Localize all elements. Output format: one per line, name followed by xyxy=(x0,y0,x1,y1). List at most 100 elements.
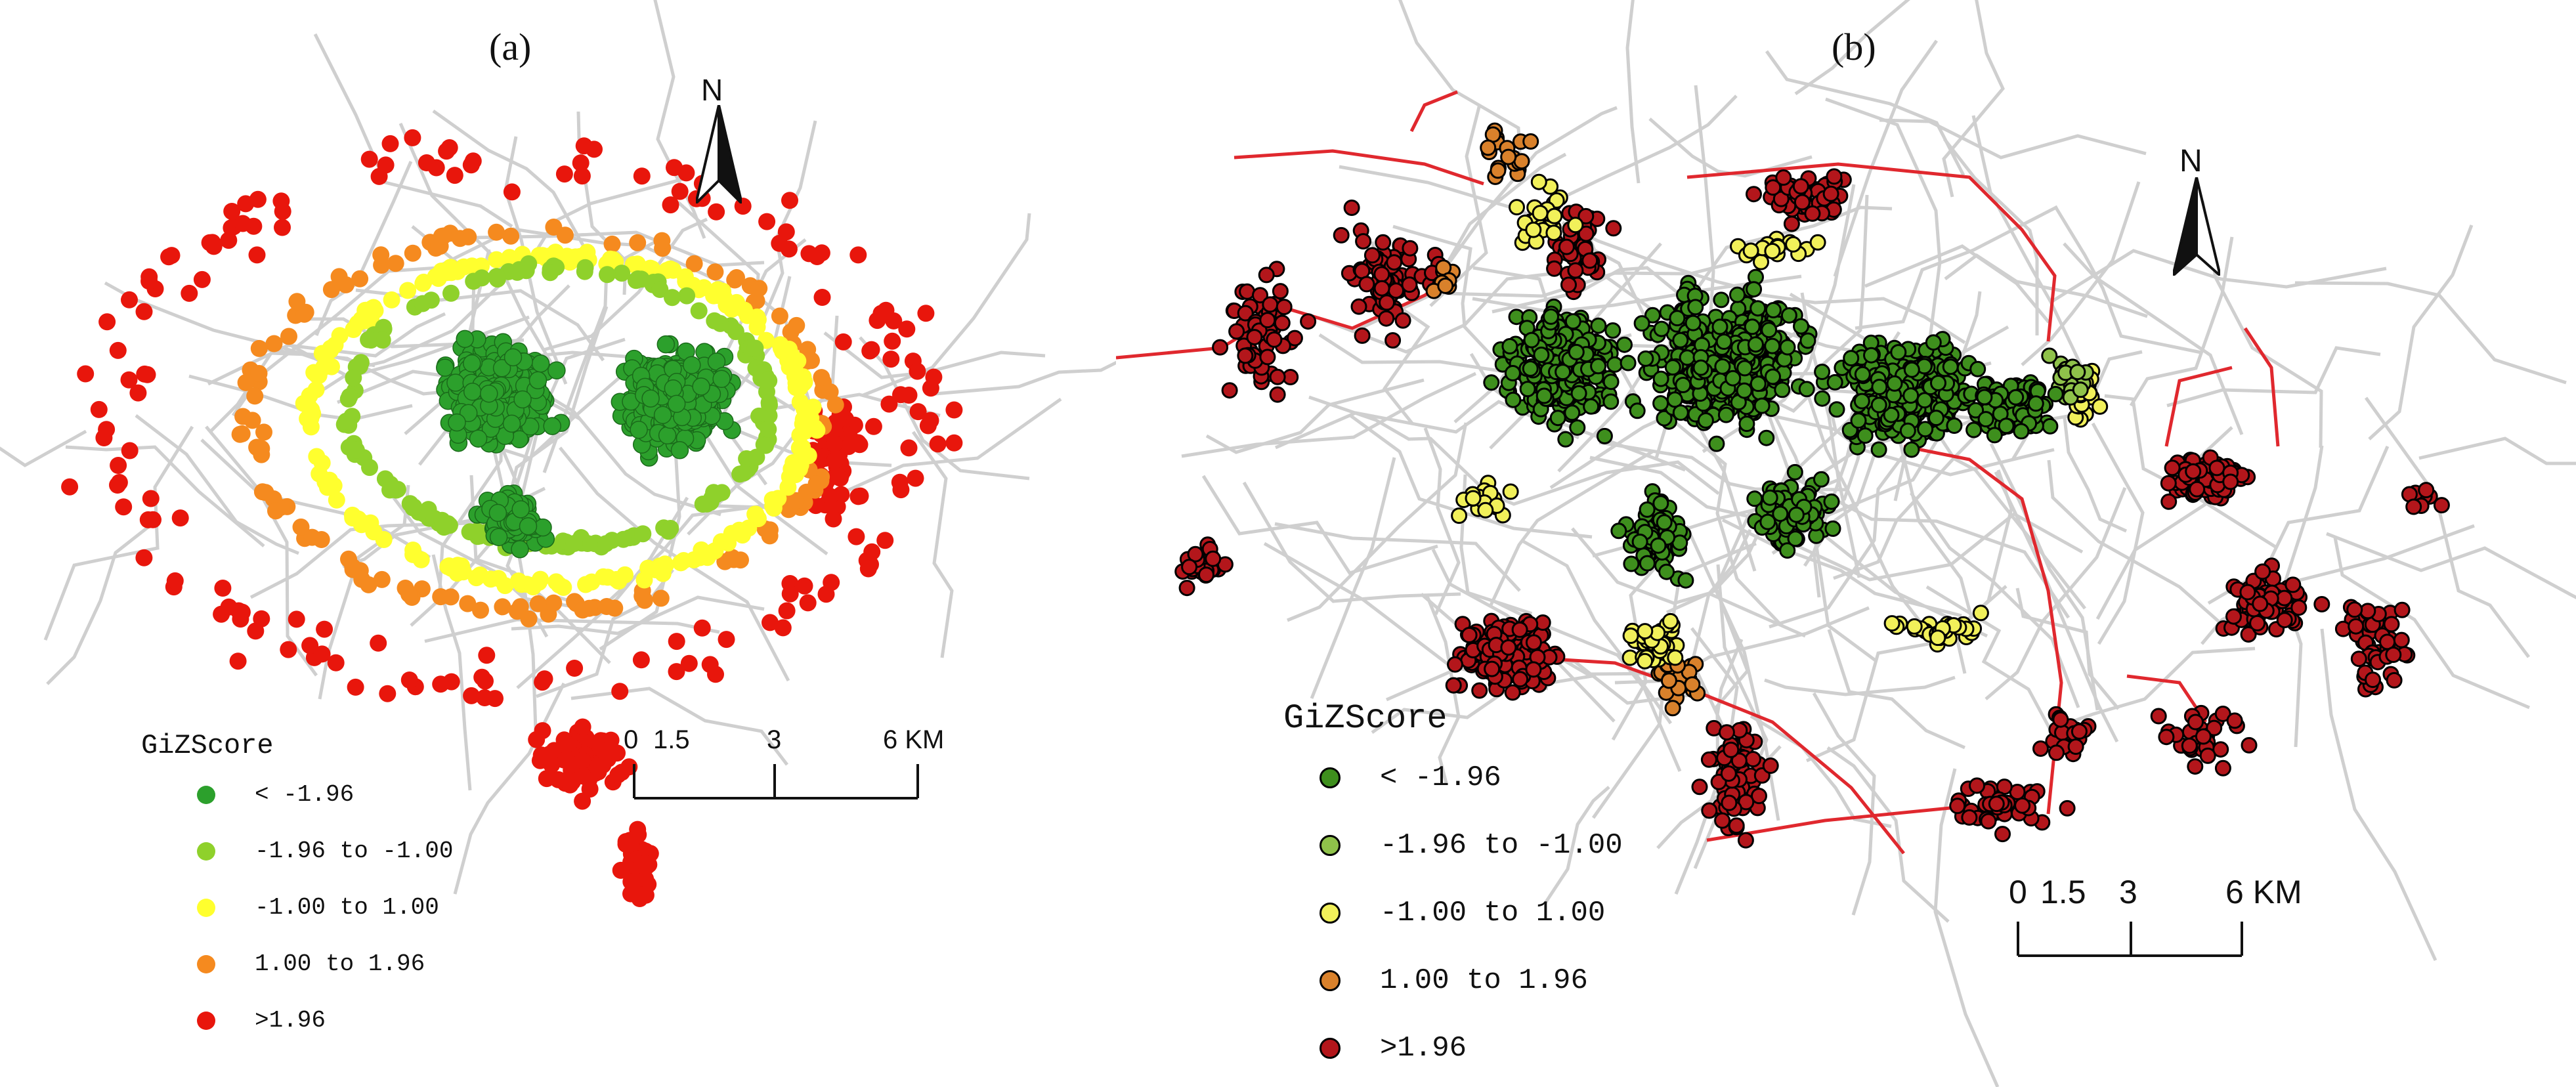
hotspot-point xyxy=(1714,358,1731,375)
road xyxy=(1795,477,2071,619)
hotspot-point xyxy=(438,142,456,160)
road xyxy=(1625,0,1641,184)
hotspot-point xyxy=(121,291,138,309)
hotspot-point xyxy=(1237,305,1254,322)
hotspot-point xyxy=(316,620,333,638)
hotspot-point xyxy=(1445,677,1462,694)
hotspot-point xyxy=(2052,711,2069,728)
road xyxy=(863,213,1031,397)
hotspot-point xyxy=(414,295,431,312)
hotspot-point xyxy=(488,268,505,286)
hotspot-point xyxy=(1998,417,2015,435)
hotspot-point xyxy=(142,490,160,507)
hotspot-point xyxy=(135,549,153,566)
road xyxy=(1349,414,1593,539)
hotspot-point xyxy=(2252,595,2269,612)
hotspot-point xyxy=(2249,614,2266,631)
hotspot-point xyxy=(1500,639,1517,656)
north-label-a: N xyxy=(701,73,723,107)
hotspot-point xyxy=(757,437,775,454)
hotspot-point xyxy=(233,425,251,442)
hotspot-point xyxy=(472,601,489,619)
hotspot-point xyxy=(448,413,466,432)
hotspot-point xyxy=(668,663,685,681)
hotspot-point xyxy=(917,305,935,322)
road xyxy=(536,568,674,698)
hotspot-point xyxy=(2206,719,2223,736)
hotspot-point xyxy=(508,263,526,281)
hotspot-point xyxy=(583,573,601,591)
hotspot-point xyxy=(1375,234,1392,251)
hotspot-point xyxy=(1675,377,1692,393)
hotspot-point xyxy=(1535,387,1553,404)
panel-label-b: (b) xyxy=(1832,26,1876,68)
hotspot-point xyxy=(1814,364,1831,380)
hotspot-point xyxy=(826,396,844,414)
hotspot-point xyxy=(381,135,399,152)
hotspot-point xyxy=(214,580,232,597)
road xyxy=(934,360,1116,396)
road xyxy=(1181,372,1477,458)
hotspot-point xyxy=(1988,796,2005,813)
hotspot-point xyxy=(480,384,498,403)
hotspot-point xyxy=(1533,347,1550,363)
hotspot-point xyxy=(451,230,469,247)
road xyxy=(1942,0,2005,198)
hotspot-point xyxy=(1758,429,1775,446)
road xyxy=(43,425,194,641)
road xyxy=(653,0,706,239)
road xyxy=(1543,786,1610,905)
hotspot-point xyxy=(660,522,677,540)
hotspot-point xyxy=(796,577,813,595)
hotspot-point xyxy=(229,652,247,670)
hotspot-point xyxy=(637,886,655,904)
hotspot-point xyxy=(1555,364,1572,381)
hotspot-point xyxy=(109,341,127,359)
hotspot-point xyxy=(1737,832,1754,849)
hotspot-point xyxy=(1870,441,1887,458)
hotspot-point xyxy=(503,183,521,201)
hotspot-point xyxy=(1994,826,2011,843)
hotspot-point xyxy=(1930,375,1946,391)
hotspot-point xyxy=(1850,412,1867,429)
hotspot-point xyxy=(1927,410,1944,427)
road xyxy=(2200,200,2323,448)
road xyxy=(2063,417,2128,533)
scale-tick-label: 0 xyxy=(2009,874,2027,910)
hotspot-point xyxy=(1870,396,1887,414)
hotspot-point xyxy=(404,129,421,146)
hotspot-point xyxy=(555,165,573,183)
hotspot-point xyxy=(1685,314,1702,331)
hotspot-point xyxy=(1853,393,1870,410)
hotspot-point xyxy=(1502,483,1519,500)
road xyxy=(1943,138,2039,335)
hotspot-point xyxy=(1701,802,1718,819)
hotspot-point xyxy=(825,435,843,452)
hotspot-point xyxy=(356,301,374,319)
road xyxy=(46,522,154,685)
hotspot-point xyxy=(1813,471,1830,488)
hotspot-point xyxy=(1604,322,1621,339)
north-arrow-b: N xyxy=(2170,144,2223,280)
road xyxy=(424,618,720,643)
hotspot-point xyxy=(360,150,378,168)
road xyxy=(2104,394,2277,549)
hotspot-point xyxy=(489,528,508,547)
hotspot-point xyxy=(572,154,590,172)
hotspot-point xyxy=(574,752,591,769)
hotspot-point xyxy=(1664,700,1681,717)
hotspot-point xyxy=(612,861,630,879)
hotspot-point xyxy=(777,223,795,241)
hotspot-point xyxy=(834,333,852,351)
hotspot-point xyxy=(1744,751,1761,767)
hotspot-point xyxy=(2214,759,2231,777)
hotspot-point xyxy=(237,195,255,213)
hotspot-point xyxy=(274,219,291,236)
hotspot-point xyxy=(2285,576,2302,593)
hotspot-point xyxy=(545,594,563,612)
hotspot-point xyxy=(2047,385,2064,402)
hotspot-point xyxy=(666,159,683,177)
hotspot-point xyxy=(1692,359,1709,376)
hotspot-point xyxy=(1513,153,1530,170)
scale-tick-label: 3 xyxy=(767,725,782,754)
